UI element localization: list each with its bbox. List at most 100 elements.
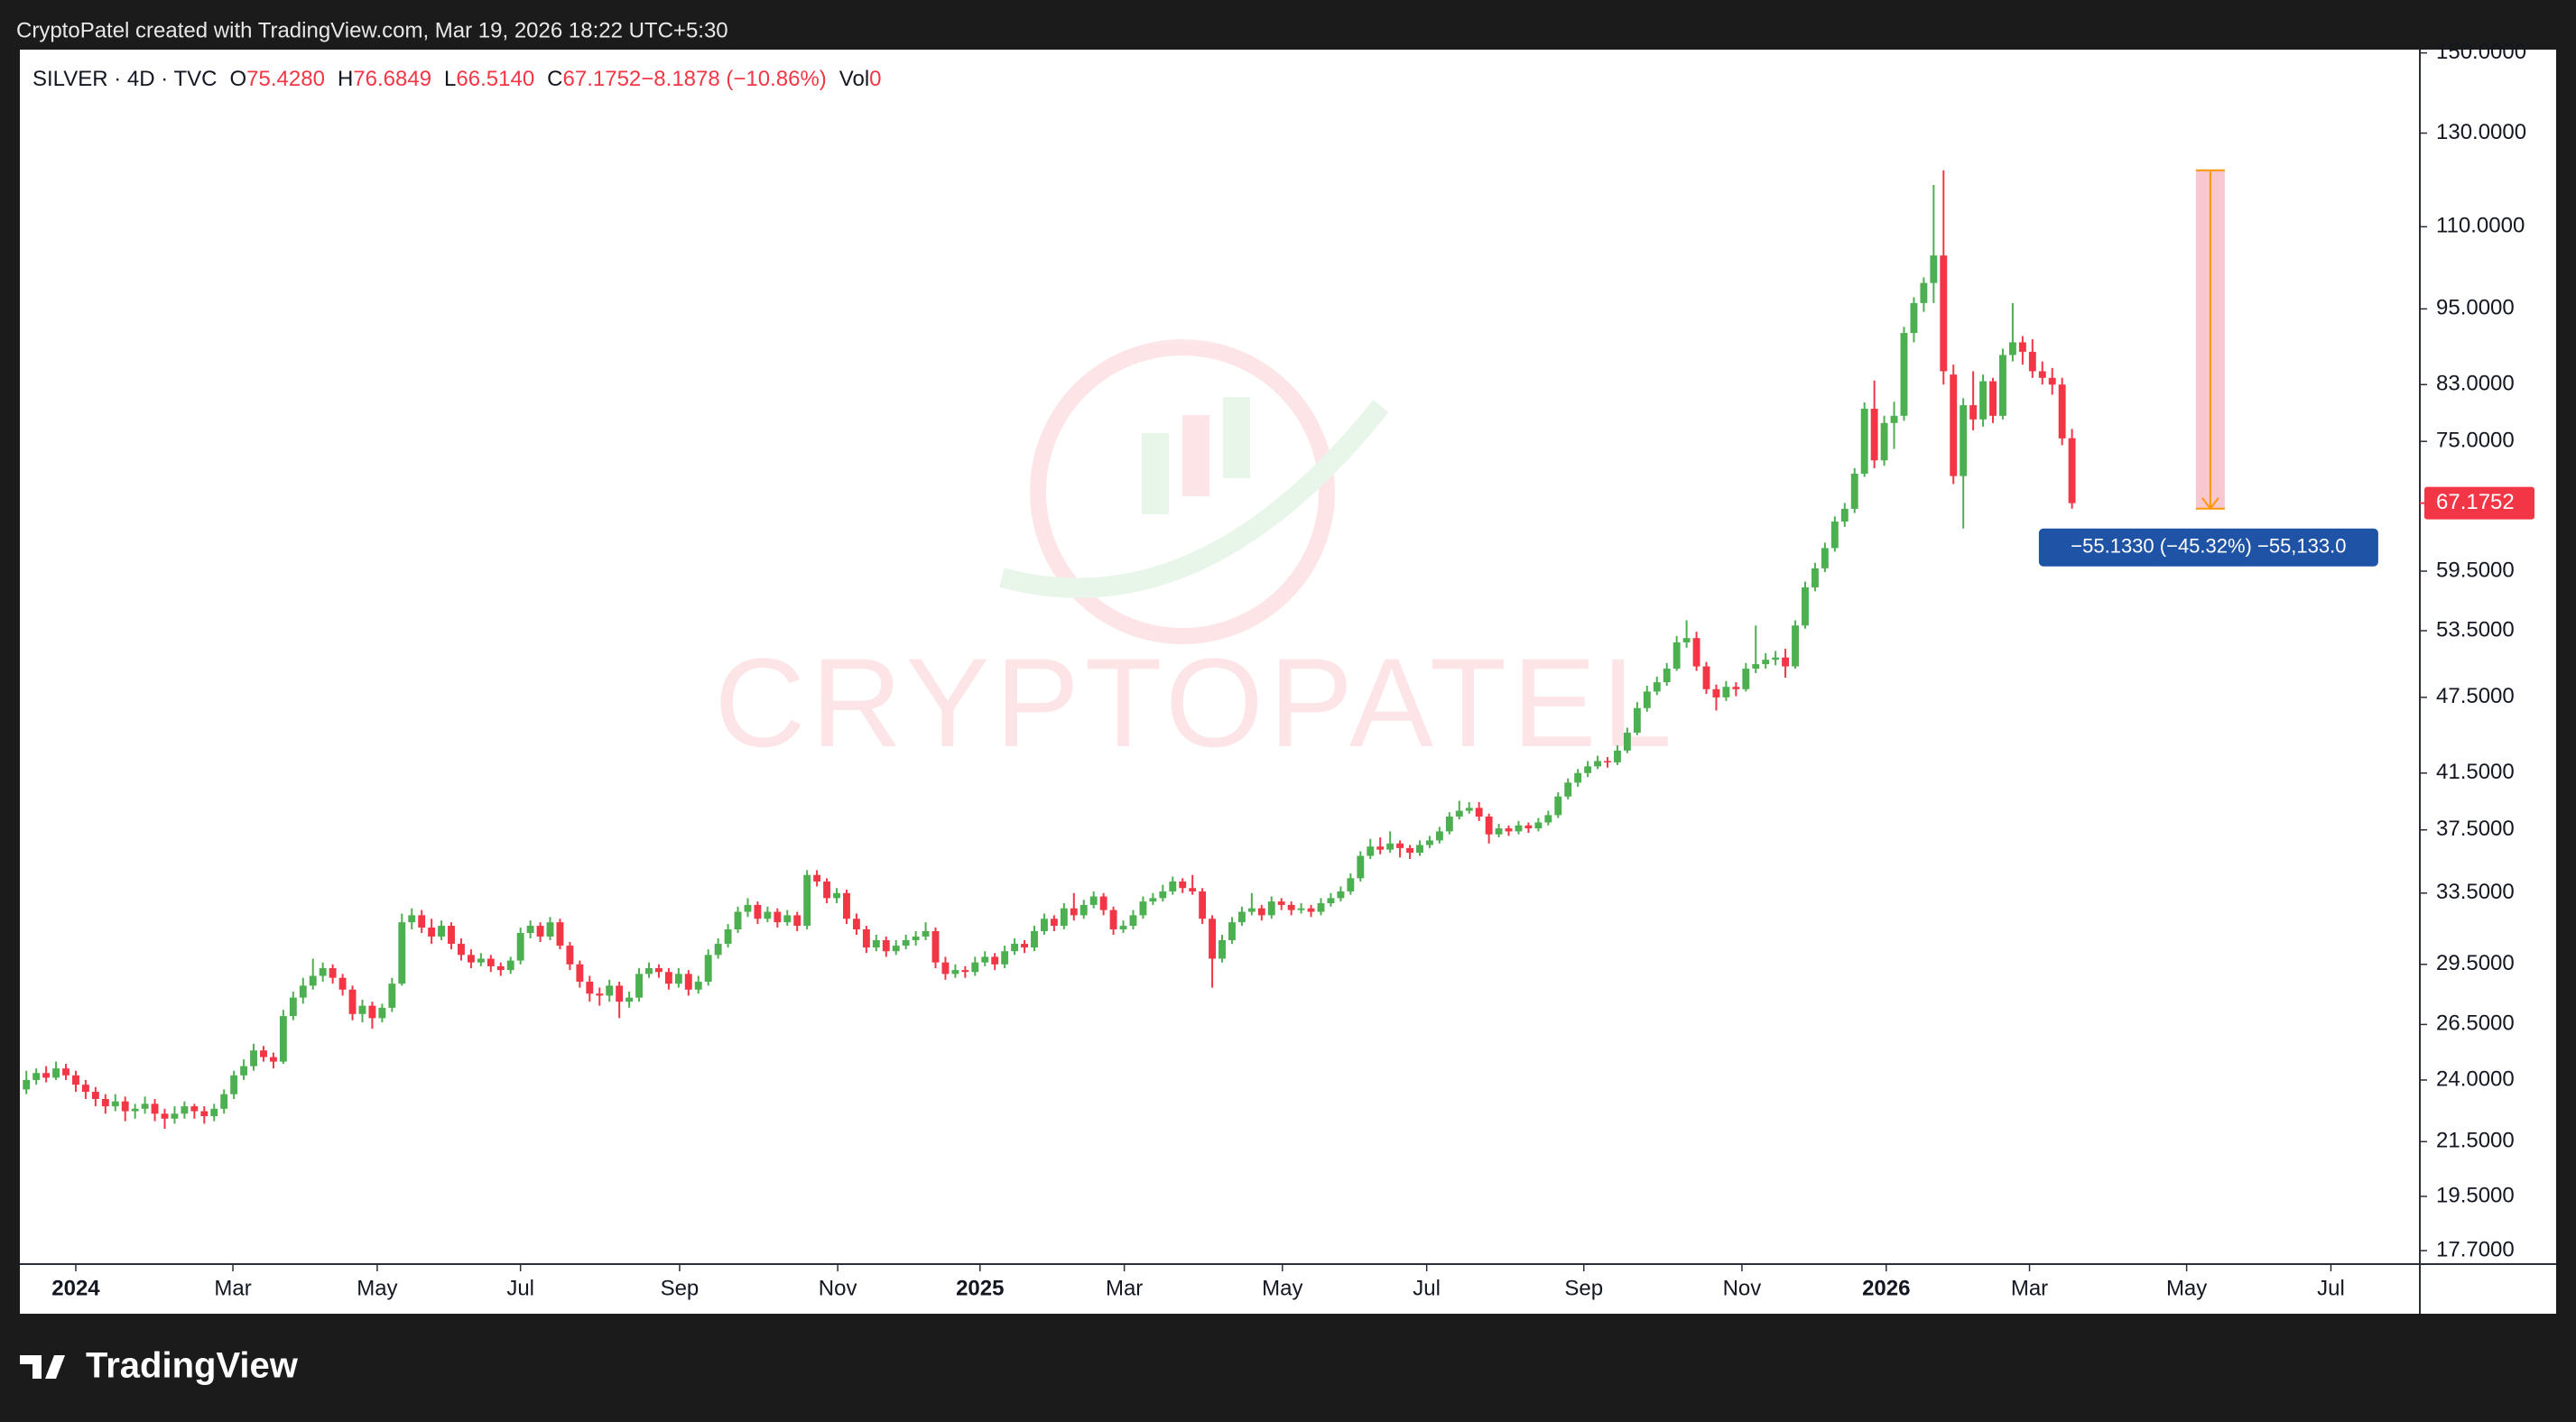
candle-body bbox=[1179, 881, 1187, 889]
candle-body bbox=[289, 997, 297, 1017]
candle-body bbox=[684, 974, 692, 990]
candle-body bbox=[664, 972, 672, 984]
watermark-candle bbox=[1223, 397, 1250, 478]
candle-body bbox=[852, 919, 860, 930]
x-tick-label: May bbox=[2166, 1276, 2207, 1300]
candle-body bbox=[1643, 691, 1651, 708]
candle-body bbox=[358, 1005, 366, 1014]
candle-body bbox=[161, 1113, 169, 1119]
candle-body bbox=[704, 955, 712, 983]
candle-body bbox=[1139, 901, 1147, 916]
candle-body bbox=[101, 1099, 109, 1107]
candle-body bbox=[596, 993, 604, 996]
candle-body bbox=[635, 974, 643, 998]
candle-body bbox=[1495, 828, 1503, 835]
candle-body bbox=[961, 970, 969, 973]
candle-body bbox=[1050, 919, 1058, 927]
measure-label-box bbox=[2038, 528, 2378, 567]
candle-body bbox=[1455, 810, 1463, 817]
candle-body bbox=[220, 1094, 228, 1109]
legend-value: 76.6849 bbox=[353, 67, 431, 91]
candle-body bbox=[1782, 657, 1790, 667]
candle-body bbox=[32, 1073, 41, 1080]
candle-body bbox=[1357, 855, 1365, 879]
last-price-box bbox=[2424, 486, 2534, 520]
candle-body bbox=[1297, 908, 1305, 910]
candle-body bbox=[981, 956, 989, 963]
candle-body bbox=[774, 911, 782, 923]
candle-body bbox=[1524, 825, 1533, 829]
candle-body bbox=[2048, 377, 2056, 385]
candle-body bbox=[1041, 919, 1048, 931]
candle-body bbox=[210, 1108, 218, 1117]
candle-body bbox=[1682, 638, 1691, 642]
candle-body bbox=[1247, 908, 1256, 912]
legend-value: 66.5140 bbox=[456, 67, 534, 91]
candle-body bbox=[1159, 891, 1167, 899]
candle-body bbox=[1752, 664, 1760, 669]
candle-body bbox=[1960, 405, 1968, 476]
candle-body bbox=[625, 997, 634, 1002]
candle-body bbox=[576, 964, 584, 983]
candle-body bbox=[319, 968, 327, 976]
candle-body bbox=[1209, 919, 1217, 959]
candle-body bbox=[1742, 669, 1750, 689]
candle-body bbox=[1277, 901, 1285, 905]
candle-body bbox=[270, 1057, 277, 1062]
legend-value: −8.1878 (−10.86%) bbox=[641, 67, 827, 91]
y-tick-label: 95.0000 bbox=[2436, 296, 2515, 320]
candle-body bbox=[1307, 908, 1315, 912]
candle-body bbox=[556, 922, 564, 946]
x-tick-label: Jul bbox=[2317, 1276, 2345, 1300]
x-tick-label: May bbox=[1262, 1276, 1302, 1300]
candle-body bbox=[694, 982, 702, 990]
candle-body bbox=[616, 985, 624, 1002]
brand-icon bbox=[20, 1355, 65, 1379]
candle-body bbox=[2018, 342, 2026, 352]
candle-body bbox=[1060, 908, 1068, 927]
candle-body bbox=[674, 974, 682, 984]
candle-body bbox=[754, 904, 762, 919]
candle-body bbox=[111, 1101, 119, 1107]
brand-logo: TradingView bbox=[20, 1346, 299, 1386]
candle-body bbox=[606, 985, 614, 996]
candle-body bbox=[91, 1092, 99, 1100]
candle-body bbox=[1811, 568, 1819, 587]
candle-body bbox=[2068, 438, 2076, 503]
candle-body bbox=[467, 955, 475, 963]
candle-body bbox=[1653, 682, 1661, 692]
watermark-text: CRYPTOPATEL bbox=[714, 632, 1677, 773]
candle-body bbox=[1267, 901, 1275, 916]
candle-body bbox=[1692, 638, 1700, 667]
candle-body bbox=[1031, 930, 1038, 948]
candle-body bbox=[793, 915, 802, 927]
candle-body bbox=[1860, 408, 1868, 474]
candle-body bbox=[1416, 845, 1423, 854]
candle-body bbox=[1544, 815, 1552, 823]
candle-body bbox=[783, 915, 792, 923]
candle-body bbox=[1109, 910, 1117, 930]
candle-body bbox=[922, 930, 930, 937]
candle-body bbox=[1425, 840, 1433, 845]
candle-body bbox=[52, 1068, 60, 1078]
candle-body bbox=[1930, 255, 1938, 283]
measure-arrowhead bbox=[2201, 497, 2219, 511]
y-tick-label: 83.0000 bbox=[2436, 372, 2515, 396]
x-tick-label: Sep bbox=[661, 1276, 700, 1300]
candle-body bbox=[1604, 761, 1611, 762]
candle-body bbox=[438, 926, 446, 937]
candle-body bbox=[1772, 657, 1780, 660]
candle-body bbox=[338, 977, 347, 990]
candle-body bbox=[230, 1075, 238, 1094]
candle-body bbox=[309, 975, 317, 986]
candle-body bbox=[1406, 847, 1413, 854]
candle-body bbox=[1129, 915, 1137, 927]
candle-body bbox=[329, 968, 337, 978]
candle-body bbox=[348, 989, 357, 1014]
legend-value: 75.4280 bbox=[246, 67, 325, 91]
candle-body bbox=[1792, 625, 1799, 667]
candle-body bbox=[250, 1050, 257, 1066]
candle-body bbox=[1337, 891, 1345, 899]
y-tick-label: 21.5000 bbox=[2436, 1129, 2515, 1153]
